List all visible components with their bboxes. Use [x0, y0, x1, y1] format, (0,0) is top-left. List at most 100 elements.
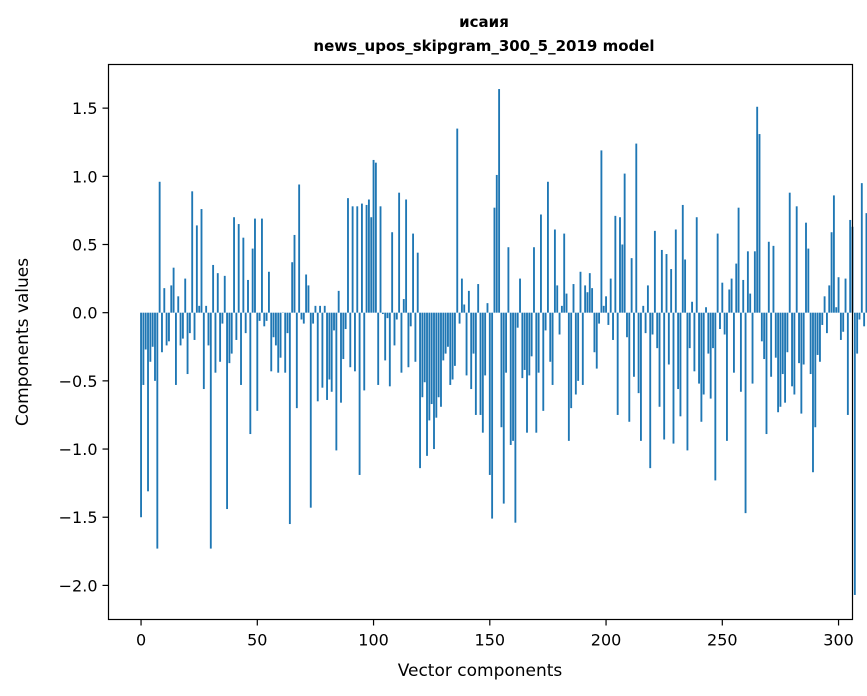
bar-80: [326, 312, 328, 400]
bar-254: [730, 278, 733, 313]
bar-100: [372, 159, 375, 313]
bar-209: [626, 312, 628, 338]
bar-172: [540, 214, 542, 313]
bar-34: [219, 312, 222, 362]
bar-278: [786, 312, 789, 353]
bar-253: [728, 289, 731, 313]
bar-95: [361, 203, 363, 313]
bar-30: [209, 312, 212, 549]
bar-88: [344, 312, 347, 330]
y-axis-ticks: −2.0 −1.5 −1.0 −0.5 0.0 0.5 1.0 1.5: [59, 99, 109, 595]
bar-83: [333, 312, 335, 331]
bar-238: [693, 312, 696, 372]
bar-259: [742, 279, 745, 313]
bar-168: [530, 312, 533, 357]
bar-2: [144, 312, 147, 350]
bar-133: [449, 312, 452, 385]
bar-37: [226, 312, 228, 510]
x-axis-label: Vector components: [398, 661, 563, 681]
bar-25: [198, 305, 201, 313]
bar-200: [605, 296, 607, 313]
bar-239: [695, 217, 698, 313]
bar-108: [391, 232, 394, 313]
bar-142: [470, 312, 473, 390]
bar-173: [542, 312, 545, 411]
bar-196: [595, 312, 598, 369]
bar-222: [656, 312, 659, 349]
bar-236: [688, 312, 691, 349]
bar-308: [856, 312, 859, 354]
bar-274: [777, 312, 780, 413]
bar-300: [837, 277, 840, 313]
bar-63: [286, 312, 289, 334]
bar-234: [684, 259, 687, 313]
bar-179: [556, 285, 559, 313]
bar-141: [467, 290, 470, 313]
bar-213: [635, 143, 638, 313]
bar-263: [751, 312, 754, 384]
chart-title: исаия: [459, 13, 509, 31]
bar-145: [477, 284, 480, 313]
bar-280: [791, 312, 793, 387]
bar-283: [798, 312, 800, 364]
bar-298: [832, 195, 835, 313]
bar-174: [544, 312, 547, 331]
y-tick-label: −1.5: [59, 508, 98, 527]
bar-171: [537, 312, 540, 373]
bar-31: [212, 264, 215, 313]
bar-129: [440, 312, 442, 407]
bar-184: [567, 312, 570, 441]
bar-297: [830, 232, 833, 313]
bar-231: [677, 312, 680, 390]
bar-262: [749, 293, 752, 313]
bar-109: [393, 312, 396, 346]
y-tick-label: 0.5: [72, 236, 97, 255]
bar-119: [416, 252, 419, 313]
bar-290: [814, 312, 817, 428]
bar-77: [319, 305, 321, 313]
bar-4: [149, 312, 152, 362]
bar-120: [419, 312, 421, 469]
y-tick-label: 0.0: [72, 304, 97, 323]
bar-131: [444, 312, 447, 354]
bar-52: [261, 218, 263, 313]
bar-190: [581, 312, 584, 385]
y-tick-label: −2.0: [59, 576, 98, 595]
bar-250: [721, 282, 724, 313]
bar-143: [472, 312, 475, 354]
bar-288: [809, 312, 812, 375]
bar-289: [812, 312, 814, 473]
bar-47: [249, 312, 252, 435]
bar-125: [430, 312, 433, 405]
bar-22: [191, 191, 194, 313]
bar-99: [370, 217, 373, 313]
bar-79: [323, 305, 326, 313]
bar-296: [828, 285, 831, 313]
bar-69: [300, 312, 303, 320]
bar-181: [560, 305, 563, 313]
bar-195: [593, 312, 596, 353]
bar-261: [746, 251, 749, 313]
bar-243: [705, 307, 707, 313]
bar-258: [739, 312, 742, 392]
bar-249: [719, 312, 721, 330]
bar-35: [221, 312, 224, 324]
bar-281: [793, 312, 796, 395]
bar-164: [521, 312, 524, 379]
bar-193: [588, 273, 591, 313]
bar-98: [367, 199, 370, 313]
bar-160: [512, 312, 514, 441]
bar-136: [456, 128, 459, 313]
bar-293: [821, 312, 824, 325]
bar-48: [251, 248, 254, 313]
bar-21: [188, 312, 191, 334]
bar-229: [672, 312, 675, 444]
bar-105: [384, 312, 387, 361]
bar-155: [500, 312, 503, 428]
bar-127: [435, 312, 438, 418]
chart-subtitle: news_upos_skipgram_300_5_2019 model: [313, 37, 654, 55]
bar-192: [586, 292, 589, 313]
bar-247: [714, 312, 717, 481]
bar-82: [330, 312, 333, 392]
